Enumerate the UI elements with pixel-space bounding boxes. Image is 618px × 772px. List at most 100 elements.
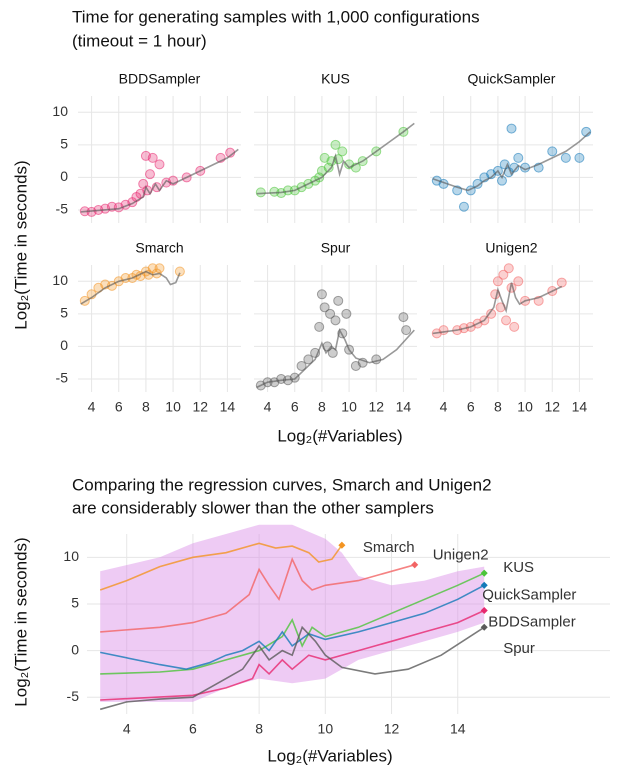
x-tick-label: 8	[494, 399, 502, 415]
x-tick-label: 8	[255, 721, 263, 737]
ribbon	[100, 524, 485, 702]
point	[314, 321, 325, 332]
x-tick-label: 12	[544, 399, 560, 415]
strip-label: Unigen2	[485, 240, 537, 256]
point	[398, 312, 409, 323]
regression-line	[432, 131, 591, 192]
x-tick-label: 6	[291, 399, 299, 415]
series-line	[99, 542, 343, 591]
x-tick-label: 10	[165, 399, 181, 415]
point	[498, 269, 509, 280]
point	[458, 201, 469, 212]
x-axis-title: Log₂(#Variables)	[277, 426, 402, 445]
point	[147, 152, 158, 163]
point	[547, 146, 558, 157]
y-tick-label: 0	[60, 168, 68, 184]
end-marker	[480, 581, 488, 589]
point	[492, 276, 503, 287]
x-tick-label: 10	[341, 399, 357, 415]
x-tick-label: 6	[467, 399, 475, 415]
point	[513, 276, 524, 287]
point	[154, 263, 165, 274]
x-tick-label: 10	[517, 399, 533, 415]
point	[513, 152, 524, 163]
series-line	[100, 572, 485, 675]
x-axis-title: Log₂(#Variables)	[267, 746, 392, 765]
x-tick-label: 12	[384, 721, 400, 737]
x-tick-label: 14	[220, 399, 236, 415]
strip-label: Spur	[321, 240, 351, 256]
point	[438, 325, 449, 336]
regression-line	[256, 327, 415, 389]
y-tick-label: 0	[60, 337, 68, 353]
strip-label: BDDSampler	[119, 71, 201, 87]
x-tick-label: 8	[142, 399, 150, 415]
y-tick-label: 10	[52, 103, 68, 119]
regression-line	[432, 282, 563, 335]
end-marker	[411, 561, 419, 569]
point	[333, 295, 344, 306]
x-tick-label: 14	[572, 399, 588, 415]
series-line	[100, 557, 415, 633]
y-tick-label: 10	[52, 272, 68, 288]
y-tick-label: 0	[71, 641, 79, 657]
y-tick-label: 5	[60, 305, 68, 321]
point	[509, 321, 520, 332]
regression-line	[80, 270, 181, 305]
point	[401, 325, 412, 336]
x-tick-label: 4	[123, 721, 131, 737]
point	[337, 146, 348, 157]
point	[341, 308, 352, 319]
point	[303, 354, 314, 365]
point	[174, 266, 185, 277]
x-tick-label: 6	[189, 721, 197, 737]
chart-title: Comparing the regression curves, Smarch …	[72, 475, 492, 494]
series-label: Unigen2	[433, 547, 489, 564]
point	[560, 152, 571, 163]
point	[574, 152, 585, 163]
series-line	[100, 584, 485, 671]
point	[330, 139, 341, 150]
point	[255, 187, 266, 198]
y-tick-label: 10	[63, 548, 79, 564]
x-tick-label: 4	[440, 399, 448, 415]
point	[503, 263, 514, 274]
point	[486, 308, 497, 319]
point	[296, 360, 307, 371]
point	[316, 289, 327, 300]
y-axis-title: Log₂(Time in seconds)	[11, 160, 30, 329]
x-tick-label: 8	[318, 399, 326, 415]
point	[501, 315, 512, 326]
y-tick-label: 5	[60, 136, 68, 152]
point	[154, 159, 165, 170]
chart-title: are considerably slower than the other s…	[72, 498, 434, 517]
strip-label: Smarch	[135, 240, 183, 256]
point	[144, 169, 155, 180]
point	[506, 123, 517, 134]
x-tick-label: 4	[88, 399, 96, 415]
series-label: Spur	[503, 640, 535, 657]
regression-line	[256, 122, 415, 195]
end-marker	[480, 623, 488, 631]
series-label: QuickSampler	[482, 586, 576, 603]
point	[509, 162, 520, 173]
x-tick-label: 6	[115, 399, 123, 415]
regression-line	[80, 148, 239, 213]
point	[289, 372, 300, 383]
chart-title: Time for generating samples with 1,000 c…	[72, 7, 480, 26]
series-line	[99, 625, 485, 711]
strip-label: KUS	[321, 71, 350, 87]
x-tick-label: 12	[192, 399, 208, 415]
point	[556, 277, 567, 288]
y-tick-label: -5	[56, 370, 69, 386]
strip-label: QuickSampler	[468, 71, 556, 87]
end-marker	[480, 606, 488, 615]
x-tick-label: 14	[396, 399, 412, 415]
point	[325, 308, 336, 319]
y-axis-title: Log₂(Time in seconds)	[11, 537, 30, 706]
x-tick-label: 10	[318, 721, 334, 737]
series-label: Smarch	[363, 539, 415, 556]
end-marker	[338, 541, 346, 549]
series-label: KUS	[503, 559, 534, 576]
